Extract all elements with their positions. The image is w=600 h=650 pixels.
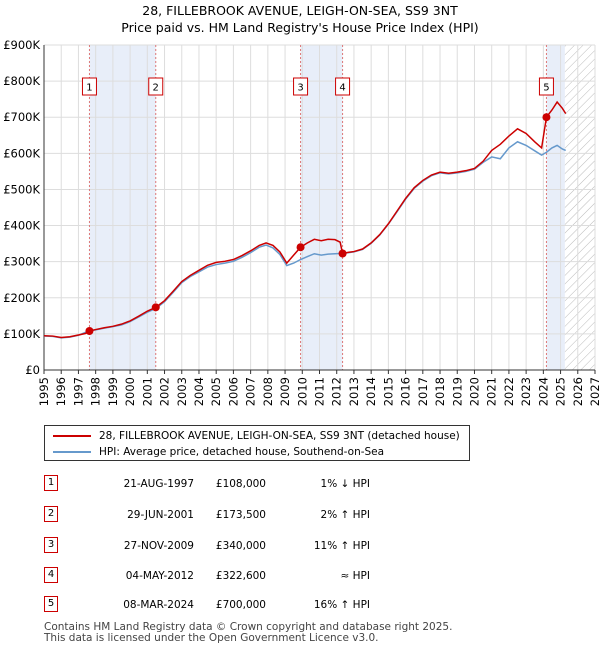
- y-tick-label: £300K: [3, 255, 40, 269]
- sale-price: £322,600: [215, 570, 266, 582]
- property-price-line: [44, 100, 567, 339]
- x-tick-label: 2007: [244, 377, 258, 406]
- sale-date: 21-AUG-1997: [123, 478, 194, 490]
- x-tick-label: 2019: [450, 377, 464, 406]
- sale-number-box: [81, 77, 97, 96]
- sale-badge: 2: [44, 506, 58, 522]
- x-tick-label: 1998: [89, 377, 103, 406]
- x-tick-label: 2000: [123, 377, 137, 406]
- y-tick-label: £600K: [3, 146, 40, 160]
- x-tick-label: 2018: [433, 377, 447, 406]
- sale-hpi-relation: 1% ↓ HPI: [320, 478, 370, 490]
- x-tick-label: 2026: [571, 377, 585, 406]
- x-tick-label: 2010: [295, 377, 309, 406]
- footer-licence: This data is licensed under the Open Gov…: [44, 632, 379, 644]
- footer: Contains HM Land Registry data © Crown c…: [44, 622, 452, 644]
- x-tick-label: 2025: [554, 377, 568, 406]
- legend-label-hpi: HPI: Average price, detached house, Sout…: [99, 446, 385, 458]
- sale-date: 08-MAR-2024: [123, 599, 194, 611]
- footer-copyright: Contains HM Land Registry data © Crown c…: [44, 621, 453, 633]
- x-tick-label: 2027: [588, 377, 600, 406]
- sale-hpi-relation: 2% ↑ HPI: [320, 509, 370, 521]
- x-tick-label: 2013: [347, 377, 361, 406]
- sale-point: [542, 113, 551, 122]
- y-tick-label: £200K: [3, 291, 40, 305]
- legend-item-property: 28, FILLEBROOK AVENUE, LEIGH-ON-SEA, SS9…: [53, 428, 460, 444]
- x-tick-label: 2016: [399, 377, 413, 406]
- sale-number-box: [293, 77, 309, 96]
- sale-point: [151, 303, 160, 312]
- sale-number-box: [538, 77, 554, 96]
- sale-price: £108,000: [215, 478, 266, 490]
- sale-hpi-relation: 11% ↑ HPI: [313, 540, 370, 552]
- forecast-hatch-region: [564, 45, 595, 370]
- sale-price: £340,000: [215, 540, 266, 552]
- x-tick-label: 1996: [54, 377, 68, 406]
- sale-number-label: 3: [297, 83, 303, 94]
- x-tick-label: 2022: [502, 377, 516, 406]
- sale-number-label: 5: [543, 83, 549, 94]
- legend: 28, FILLEBROOK AVENUE, LEIGH-ON-SEA, SS9…: [44, 425, 470, 461]
- price-chart: £0 £100K £200K £300K £400K £500K £600K £700K £80…: [3, 38, 600, 406]
- x-tick-label: 2024: [536, 377, 550, 406]
- y-tick-label: £700K: [3, 110, 40, 124]
- x-tick-label: 2005: [209, 377, 223, 406]
- chart-subtitle: Price paid vs. HM Land Registry's House …: [121, 20, 479, 35]
- shaded-ownership-range: [300, 45, 343, 370]
- x-tick-label: 2004: [192, 377, 206, 406]
- legend-label-property: 28, FILLEBROOK AVENUE, LEIGH-ON-SEA, SS9…: [99, 430, 460, 442]
- sale-badge: 5: [44, 596, 58, 612]
- x-tick-label: 2009: [278, 377, 292, 406]
- y-tick-label: £500K: [3, 182, 40, 196]
- legend-swatch-hpi: [53, 451, 91, 453]
- sale-date: 27-NOV-2009: [123, 540, 194, 552]
- y-tick-label: £900K: [3, 38, 40, 52]
- x-tick-label: 2002: [158, 377, 172, 406]
- sale-point: [338, 249, 347, 258]
- x-tick-label: 2017: [416, 377, 430, 406]
- sale-date: 29-JUN-2001: [127, 509, 194, 521]
- sale-point: [85, 327, 94, 335]
- x-tick-label: 2008: [261, 377, 275, 406]
- x-tick-label: 2023: [519, 377, 533, 406]
- x-tick-label: 1999: [106, 377, 120, 406]
- sale-badge: 3: [44, 537, 58, 553]
- x-tick-label: 2003: [175, 377, 189, 406]
- chart-title-block: 28, FILLEBROOK AVENUE, LEIGH-ON-SEA, SS9…: [0, 2, 600, 36]
- legend-swatch-property: [53, 435, 91, 437]
- sale-number-box: [148, 77, 164, 96]
- sale-hpi-relation: ≈ HPI: [340, 570, 370, 582]
- x-tick-label: 2014: [364, 377, 378, 406]
- sale-point: [296, 243, 305, 252]
- x-tick-label: 2021: [485, 377, 499, 406]
- sale-hpi-relation: 16% ↑ HPI: [313, 599, 370, 611]
- y-tick-label: £800K: [3, 74, 40, 88]
- chart-title: 28, FILLEBROOK AVENUE, LEIGH-ON-SEA, SS9…: [142, 3, 458, 18]
- y-tick-label: £0: [25, 363, 40, 377]
- y-tick-label: £400K: [3, 219, 40, 233]
- x-tick-label: 1995: [37, 377, 51, 406]
- x-tick-label: 2006: [226, 377, 240, 406]
- sale-price: £700,000: [215, 599, 266, 611]
- sale-number-label: 1: [86, 83, 92, 94]
- sale-number-box: [335, 77, 351, 96]
- x-tick-label: 2015: [381, 377, 395, 406]
- x-tick-label: 2011: [313, 377, 327, 406]
- x-tick-label: 2012: [330, 377, 344, 406]
- y-tick-label: £100K: [3, 327, 40, 341]
- sale-number-label: 2: [153, 83, 159, 94]
- sale-number-label: 4: [339, 83, 345, 94]
- sale-date: 04-MAY-2012: [125, 570, 194, 582]
- x-tick-label: 1997: [71, 377, 85, 406]
- sale-price: £173,500: [215, 509, 266, 521]
- x-tick-label: 2020: [467, 377, 481, 406]
- shaded-ownership-range: [89, 45, 156, 370]
- x-tick-label: 2001: [140, 377, 154, 406]
- sale-badge: 4: [44, 567, 58, 583]
- sale-badge: 1: [44, 475, 58, 491]
- legend-item-hpi: HPI: Average price, detached house, Sout…: [53, 444, 384, 460]
